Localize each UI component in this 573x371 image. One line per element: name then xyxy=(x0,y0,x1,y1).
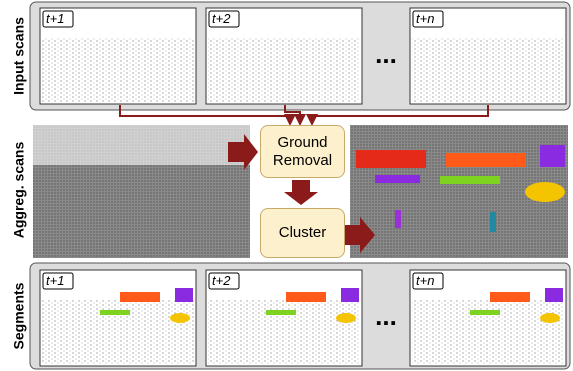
frame-label: t+2 xyxy=(212,11,231,26)
frame-label: t+1 xyxy=(46,273,64,288)
row-label: Aggreg. scans xyxy=(11,142,27,239)
segment xyxy=(490,292,530,302)
scan-points xyxy=(208,300,360,364)
sky xyxy=(33,125,250,165)
ellipsis: ... xyxy=(375,39,397,69)
segment xyxy=(266,310,296,315)
segment xyxy=(336,313,356,323)
scan-points xyxy=(42,38,194,102)
segment xyxy=(170,313,190,323)
scan-points xyxy=(42,300,194,364)
segment xyxy=(286,292,326,302)
scan-points xyxy=(412,300,564,364)
segment xyxy=(540,313,560,323)
segment xyxy=(341,288,359,302)
canvas: t+1 t+2 t+n... t+1 t+2 t+n... Input scans Agg… xyxy=(0,0,573,371)
frame-label: t+1 xyxy=(46,11,64,26)
frame-label: t+n xyxy=(416,11,434,26)
row-label: Input scans xyxy=(11,17,27,95)
diagram: t+1 t+2 t+n... t+1 t+2 t+n... Input scans Agg… xyxy=(0,0,573,371)
segment xyxy=(100,310,130,315)
frame-label: t+2 xyxy=(212,273,231,288)
scan-points xyxy=(412,38,564,102)
segment xyxy=(470,310,500,315)
ground-removal-node: Ground Removal xyxy=(260,125,345,178)
ellipsis: ... xyxy=(375,301,397,331)
segment xyxy=(175,288,193,302)
frame-label: t+n xyxy=(416,273,434,288)
segment xyxy=(120,292,160,302)
scan-points xyxy=(208,38,360,102)
row-label: Segments xyxy=(11,282,27,349)
segment xyxy=(545,288,563,302)
cluster-node: Cluster xyxy=(260,208,345,258)
